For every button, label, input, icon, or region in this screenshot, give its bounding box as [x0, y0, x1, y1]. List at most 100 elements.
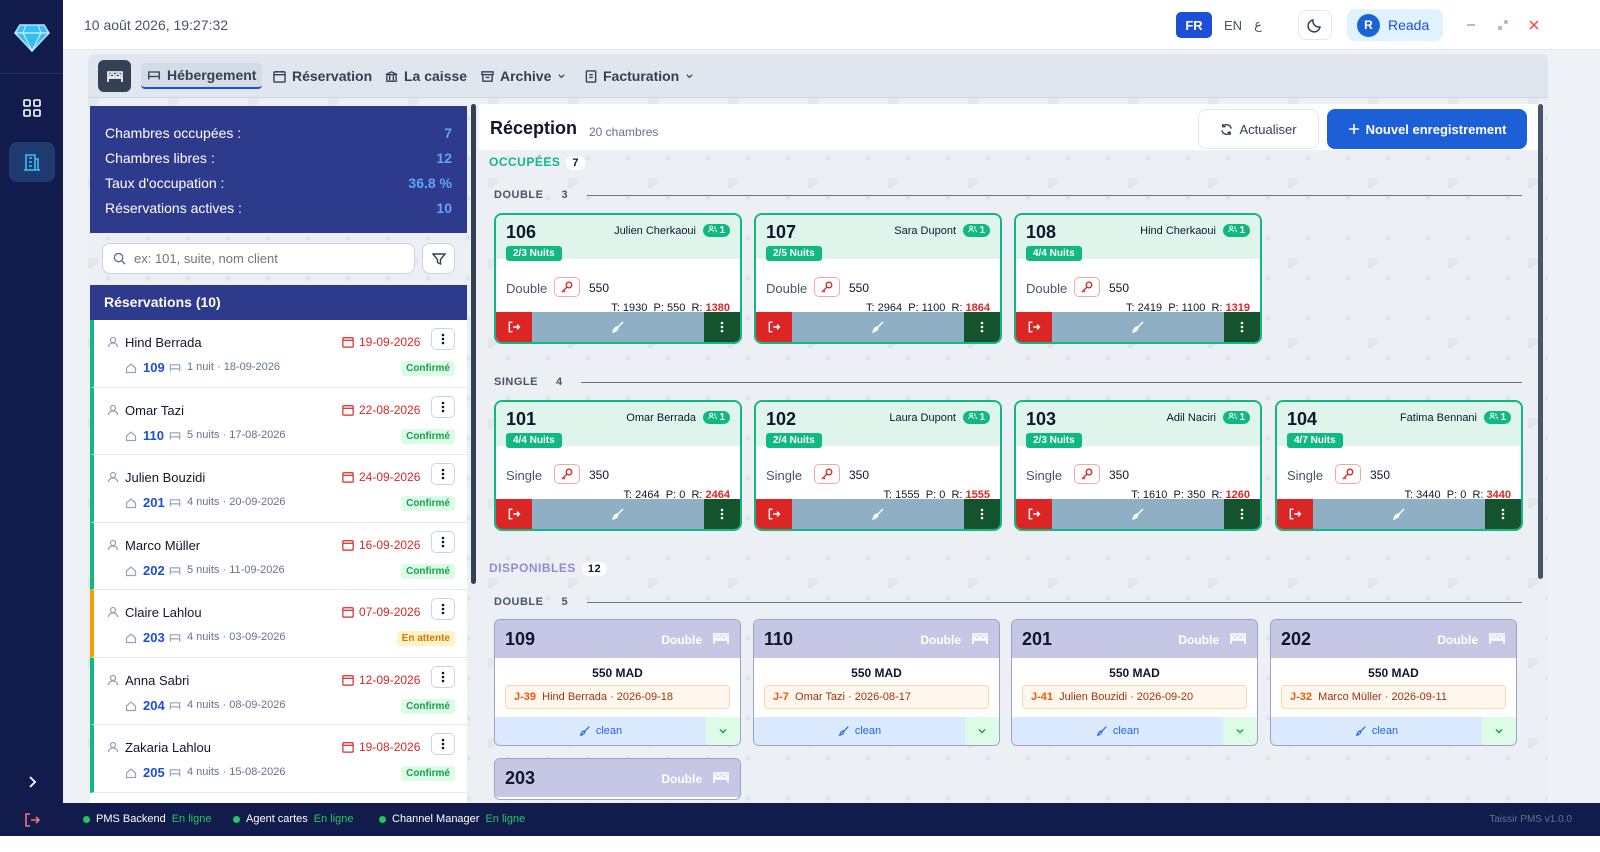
reservation-menu-button[interactable] — [431, 395, 455, 418]
reservation-menu-button[interactable] — [431, 665, 455, 688]
room-menu-button[interactable] — [964, 499, 1000, 529]
reception-nav-button[interactable] — [8, 142, 55, 182]
reservation-menu-button[interactable] — [431, 598, 455, 620]
paid-amount: P: 350 — [1173, 489, 1206, 501]
upcoming-reservation[interactable]: J-41 Julien Bouzidi · 2026-09-20 — [1022, 685, 1247, 709]
room-menu-button[interactable] — [704, 499, 740, 529]
occupied-room-card[interactable]: 102 2/4 Nuits Laura Dupont 1 Single 350 T: 15… — [754, 400, 1002, 531]
logout-button[interactable] — [23, 811, 41, 832]
broom-icon — [1355, 726, 1366, 737]
upcoming-reservation[interactable]: J-39 Hind Berrada · 2026-09-18 — [505, 685, 730, 709]
new-registration-button[interactable]: Nouvel enregistrement — [1327, 109, 1527, 149]
room-menu-button[interactable] — [1485, 499, 1521, 529]
reservation-menu-button[interactable] — [431, 530, 455, 553]
stay-info: 1 nuit · 18-09-2026 — [187, 361, 280, 373]
broom-icon — [612, 508, 624, 520]
tab-archive[interactable]: Archive — [475, 63, 572, 89]
key-card-button[interactable] — [1074, 464, 1100, 484]
available-room-card[interactable]: 203 Double — [494, 758, 741, 800]
occupied-room-card[interactable]: 103 2/3 Nuits Adil Naciri 1 Single 350 T: 161… — [1014, 400, 1262, 531]
module-home-button[interactable] — [98, 60, 131, 92]
key-card-button[interactable] — [1335, 464, 1361, 484]
user-menu-button[interactable]: R Reada — [1347, 9, 1443, 41]
reservation-item[interactable]: Marco Müller 16-09-2026 202 5 nuits · 11-09… — [90, 522, 467, 590]
room-menu-button[interactable] — [1224, 499, 1260, 529]
cleaning-button[interactable] — [792, 499, 964, 529]
available-room-card[interactable]: 109 Double 550 MAD J-39 Hind Berrada · 2026… — [494, 619, 741, 746]
lang-ar-button[interactable]: ع — [1254, 17, 1262, 33]
checkout-button[interactable] — [756, 499, 792, 529]
available-room-card[interactable]: 110 Double 550 MAD J-7 Omar Tazi · 2026-08-… — [753, 619, 1000, 746]
tab-hebergement[interactable]: Hébergement — [141, 63, 263, 89]
checkout-button[interactable] — [756, 312, 792, 342]
clean-label: clean — [595, 725, 623, 737]
reservation-item[interactable]: Hind Berrada 19-09-2026 109 1 nuit · 18-09-… — [90, 320, 467, 388]
upcoming-reservation[interactable]: J-7 Omar Tazi · 2026-08-17 — [764, 685, 989, 709]
dark-mode-toggle[interactable] — [1298, 10, 1332, 40]
clean-status-button[interactable]: clean — [754, 717, 965, 745]
dashboard-nav-button[interactable] — [9, 88, 55, 128]
occupied-room-card[interactable]: 104 4/7 Nuits Fatima Bennani 1 Single 350 T: … — [1275, 400, 1523, 531]
reservation-menu-button[interactable] — [431, 463, 455, 485]
reservation-item[interactable]: Zakaria Lahlou 19-08-2026 205 4 nuits · 15-… — [90, 725, 467, 793]
left-scrollbar[interactable] — [471, 104, 476, 584]
status-dropdown-button[interactable] — [1223, 717, 1257, 745]
key-card-button[interactable] — [554, 464, 580, 484]
key-card-button[interactable] — [554, 277, 580, 297]
reservation-item[interactable]: Julien Bouzidi 24-09-2026 201 4 nuits · 20-… — [90, 455, 467, 523]
available-room-card[interactable]: 201 Double 550 MAD J-41 Julien Bouzidi · 20… — [1011, 619, 1258, 746]
status-dropdown-button[interactable] — [1482, 717, 1516, 745]
room-menu-button[interactable] — [1224, 312, 1260, 342]
tab-caisse[interactable]: La caisse — [379, 63, 473, 89]
reservation-menu-button[interactable] — [431, 733, 455, 755]
cleaning-button[interactable] — [792, 312, 964, 342]
checkout-button[interactable] — [1016, 312, 1052, 342]
checkout-button[interactable] — [496, 499, 532, 529]
occupied-room-card[interactable]: 108 4/4 Nuits Hind Cherkaoui 1 Double 550 T: … — [1014, 213, 1262, 344]
cleaning-button[interactable] — [1052, 312, 1224, 342]
available-room-card[interactable]: 202 Double 550 MAD J-32 Marco Müller · 2026… — [1270, 619, 1517, 746]
reservation-item[interactable]: Claire Lahlou 07-09-2026 203 4 nuits · 03-0… — [90, 590, 467, 658]
upcoming-reservation[interactable]: J-32 Marco Müller · 2026-09-11 — [1281, 685, 1506, 709]
main-scrollbar[interactable] — [1538, 104, 1543, 579]
lang-en-button[interactable]: EN — [1223, 17, 1243, 33]
clean-status-button[interactable]: clean — [495, 717, 706, 745]
tab-reservation[interactable]: Réservation — [267, 63, 378, 89]
cleaning-button[interactable] — [1313, 499, 1485, 529]
checkout-button[interactable] — [496, 312, 532, 342]
key-card-button[interactable] — [814, 464, 840, 484]
minimize-window-button[interactable] — [1460, 14, 1482, 36]
checkout-button[interactable] — [1016, 499, 1052, 529]
tab-facturation[interactable]: Facturation — [579, 63, 700, 89]
reservation-menu-button[interactable] — [431, 328, 455, 350]
lang-fr-button[interactable]: FR — [1176, 12, 1212, 38]
users-icon — [1488, 412, 1498, 420]
maximize-window-button[interactable] — [1492, 14, 1514, 36]
room-type: Double — [766, 281, 808, 296]
reservation-item[interactable]: Anna Sabri 12-09-2026 204 4 nuits · 08-09-2… — [90, 657, 467, 725]
bed-icon — [1489, 633, 1505, 644]
filter-button[interactable] — [422, 243, 455, 274]
status-dropdown-button[interactable] — [706, 717, 740, 745]
cleaning-button[interactable] — [532, 499, 704, 529]
status-dropdown-button[interactable] — [965, 717, 999, 745]
reservation-item[interactable]: Omar Tazi 22-08-2026 110 5 nuits · 17-08-20… — [90, 387, 467, 455]
refresh-button[interactable]: Actualiser — [1198, 109, 1319, 149]
close-window-button[interactable] — [1523, 14, 1545, 36]
occupied-room-card[interactable]: 106 2/3 Nuits Julien Cherkaoui 1 Double 550 T… — [494, 213, 742, 344]
guest-name: Julien Bouzidi — [125, 470, 206, 485]
checkout-button[interactable] — [1277, 499, 1313, 529]
occupied-room-card[interactable]: 107 2/5 Nuits Sara Dupont 1 Double 550 T: 296… — [754, 213, 1002, 344]
room-menu-button[interactable] — [964, 312, 1000, 342]
key-card-button[interactable] — [814, 277, 840, 297]
expand-sidebar-button[interactable] — [24, 774, 40, 793]
clean-status-button[interactable]: clean — [1012, 717, 1223, 745]
occupied-room-card[interactable]: 101 4/4 Nuits Omar Berrada 1 Single 350 T: 24… — [494, 400, 742, 531]
minimize-icon — [1467, 24, 1475, 26]
clean-status-button[interactable]: clean — [1271, 717, 1482, 745]
search-input[interactable] — [134, 251, 404, 266]
cleaning-button[interactable] — [1052, 499, 1224, 529]
key-card-button[interactable] — [1074, 277, 1100, 297]
room-menu-button[interactable] — [704, 312, 740, 342]
cleaning-button[interactable] — [532, 312, 704, 342]
